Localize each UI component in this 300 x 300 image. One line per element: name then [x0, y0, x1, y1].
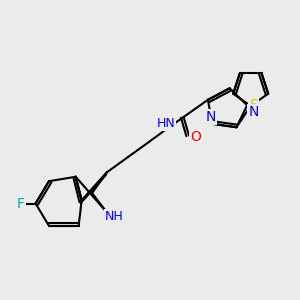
Text: N: N [206, 110, 216, 124]
Text: O: O [190, 130, 201, 144]
Text: NH: NH [105, 210, 124, 224]
Text: HN: HN [157, 117, 175, 130]
Text: S: S [249, 98, 258, 112]
Text: F: F [17, 196, 25, 211]
Text: N: N [248, 105, 259, 119]
